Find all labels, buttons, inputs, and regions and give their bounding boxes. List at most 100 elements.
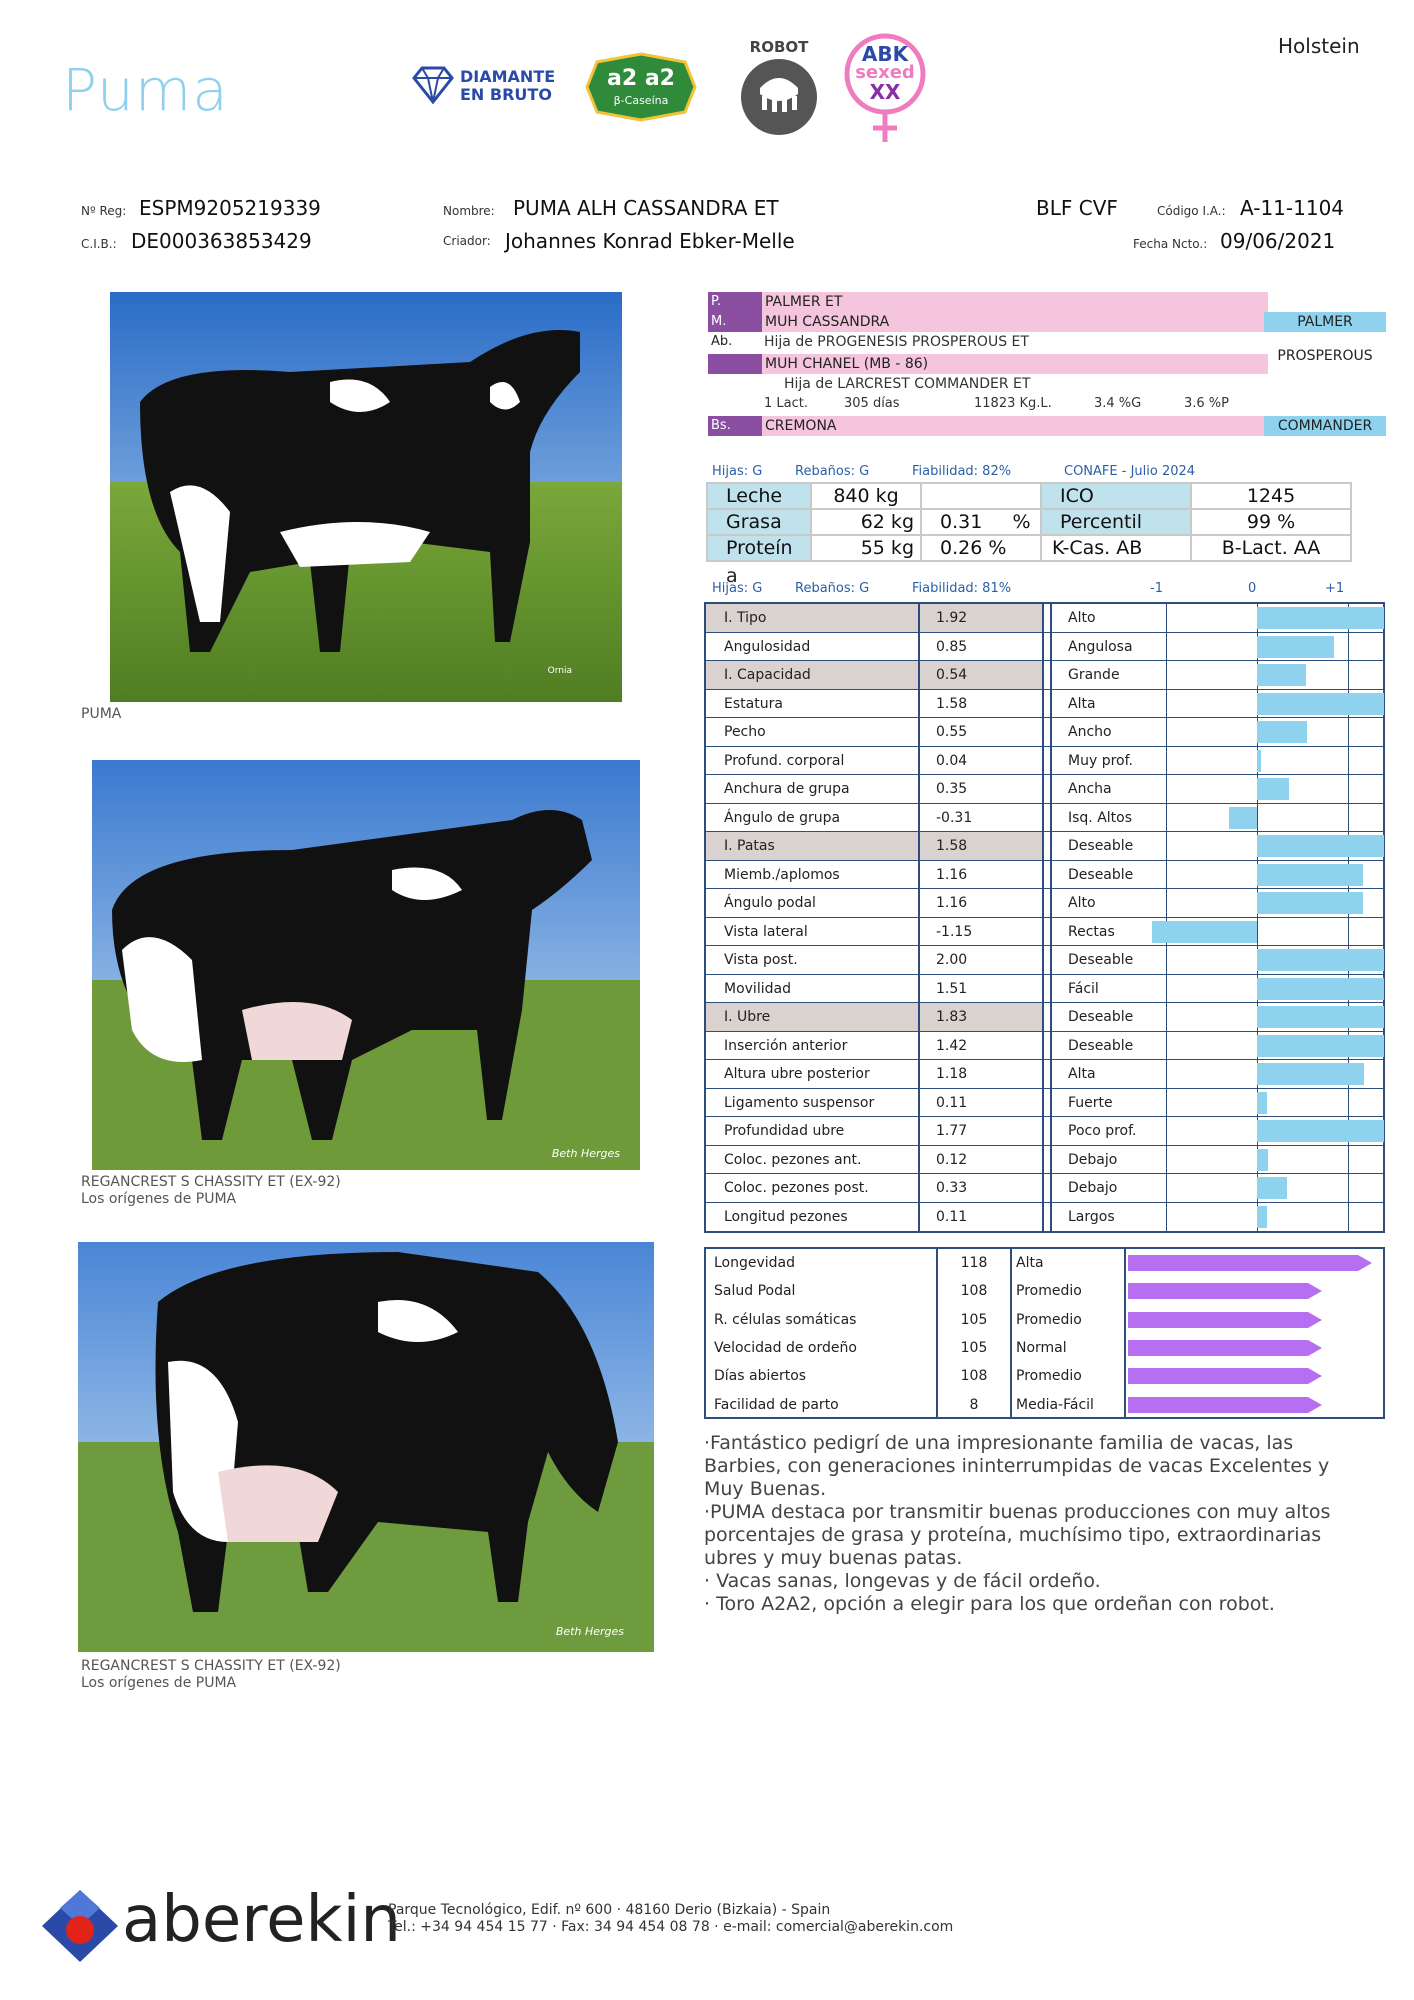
trait-value: 1.58: [920, 832, 1044, 860]
linear-trait-row: Movilidad 1.51 Fácil: [706, 974, 1385, 1003]
robot-label: ROBOT: [749, 38, 809, 56]
trait-desc: Muy prof.: [1068, 752, 1133, 769]
trait-desc: Deseable: [1068, 952, 1134, 968]
trait-value: 0.33: [920, 1174, 1044, 1202]
diamante-line2: EN BRUTO: [460, 85, 552, 104]
linear-trait-row: Longitud pezones 0.11 Largos: [706, 1202, 1383, 1231]
trait-desc: Fácil: [1068, 980, 1099, 997]
prod-row-fat: Grasa 62 kg 0.31 % Percentil 99 %: [706, 508, 1352, 536]
trait-desc: Ancho: [1068, 724, 1112, 740]
trait-bar: [1257, 892, 1363, 914]
trait-name: I. Tipo: [706, 604, 920, 632]
functional-value: 108: [960, 1283, 988, 1300]
linear-trait-row: Coloc. pezones ant. 0.12 Debajo: [706, 1145, 1383, 1174]
cib-value: DE000363853429: [131, 229, 312, 253]
prod-pct: 0.26 %: [920, 534, 1042, 562]
footer-address: Parque Tecnológico, Edif. nº 600 · 48160…: [388, 1902, 953, 1936]
functional-trait-row: Longevidad 118 Alta: [706, 1249, 1383, 1277]
functional-desc: Media-Fácil: [1016, 1396, 1094, 1413]
trait-chart: [1166, 1088, 1385, 1116]
trait-chart: [1166, 718, 1385, 746]
functional-arrow: [1128, 1396, 1322, 1413]
prod-pct: [920, 482, 1042, 510]
diamante-line1: DIAMANTE: [460, 67, 556, 86]
trait-value: 1.18: [920, 1060, 1044, 1088]
trait-chart: [1166, 1031, 1385, 1059]
trait-value: 0.54: [920, 661, 1044, 689]
trait-desc: Debajo: [1068, 1151, 1118, 1168]
trait-value: 0.85: [920, 632, 1044, 660]
pedigree-lactation: 1 Lact. 305 días 11823 Kg.L. 3.4 %G 3.6 …: [764, 396, 1270, 414]
prod-label: Grasa: [706, 508, 812, 536]
pedigree: P. PALMER ET M. MUH CASSANDRA Ab. Hija d…: [708, 292, 1388, 442]
note-paragraph: ·PUMA destaca por transmitir buenas prod…: [704, 1501, 1331, 1569]
trait-bar: [1257, 749, 1261, 772]
trait-chart: [1166, 974, 1385, 1002]
prod-key2: K-Cas. AB: [1040, 534, 1192, 562]
cow-photo-1: Beth Herges: [92, 760, 640, 1170]
note-paragraph: ·Fantástico pedigrí de una impresionante…: [704, 1432, 1330, 1500]
trait-name: Coloc. pezones ant.: [706, 1145, 920, 1173]
linear-trait-row: Ligamento suspensor 0.11 Fuerte: [706, 1088, 1385, 1117]
linear-trait-row: Ángulo podal 1.16 Alto: [706, 889, 1383, 918]
functional-arrow: [1128, 1255, 1372, 1271]
pedigree-granddam-sire: Hija de LARCREST COMMANDER ET: [784, 376, 1031, 392]
photo-caption: REGANCREST S CHASSITY ET (EX-92) Los orí…: [81, 1658, 341, 1692]
trait-name: Vista post.: [706, 946, 920, 974]
linear-trait-row: I. Patas 1.58 Deseable: [706, 832, 1385, 861]
linear-trait-row: Coloc. pezones post. 0.33 Debajo: [706, 1174, 1383, 1203]
trait-value: 1.16: [920, 860, 1044, 888]
a2-badge: a2 a2 β-Caseína: [585, 52, 697, 122]
trait-name: Estatura: [706, 689, 920, 717]
trait-name: Ángulo de grupa: [706, 803, 920, 831]
pedigree-key-great-grandsire: Bs.: [708, 416, 762, 436]
pedigree-key-dam: M.: [708, 312, 762, 332]
trait-desc: Deseable: [1068, 866, 1134, 883]
trait-name: I. Capacidad: [706, 661, 920, 689]
abk-sexed-badge: ABK sexed XX: [840, 32, 930, 144]
prod-source: CONAFE - Julio 2024: [1064, 464, 1196, 479]
trait-bar: [1257, 1205, 1267, 1228]
prod-val2: 1245: [1190, 482, 1352, 510]
description-notes: ·Fantástico pedigrí de una impresionante…: [704, 1432, 1364, 1616]
trait-bar: [1257, 692, 1385, 715]
trait-bar: [1152, 920, 1257, 943]
functional-trait-row: Días abiertos 108 Promedio: [706, 1362, 1383, 1390]
trait-desc: Alto: [1068, 895, 1096, 911]
trait-name: Ligamento suspensor: [706, 1088, 920, 1116]
aberekin-logo: aberekin: [40, 1880, 401, 1964]
trait-bar: [1257, 1120, 1385, 1142]
trait-desc: Largos: [1068, 1208, 1115, 1225]
name-value: PUMA ALH CASSANDRA ET: [513, 196, 779, 220]
trait-desc: Deseable: [1068, 1037, 1134, 1054]
trait-value: 0.35: [920, 775, 1044, 803]
pedigree-key-granddam: [708, 354, 762, 374]
trait-bar: [1257, 1006, 1385, 1028]
functional-desc: Promedio: [1016, 1283, 1082, 1300]
prod-row-protein: Proteín 55 kg 0.26 % K-Cas. AB B-Lact. A…: [706, 534, 1352, 562]
grandsire-tag: PROSPEROUS: [1277, 348, 1373, 364]
functional-traits-table: Longevidad 118 Alta Salud Podal 108 Promedio R…: [704, 1247, 1385, 1419]
trait-bar: [1257, 664, 1307, 686]
linear-traits-table: I. Tipo 1.92 Alto Angulosidad 0.85 Angulosa I.…: [704, 602, 1385, 1233]
trait-name: Anchura de grupa: [706, 775, 920, 803]
trait-bar: [1257, 607, 1385, 629]
trait-chart: [1166, 1003, 1385, 1031]
prod-pct: 0.31 %: [920, 508, 1042, 536]
functional-arrow: [1128, 1368, 1322, 1385]
birth-label: Fecha Ncto.:: [1133, 237, 1208, 251]
functional-trait-row: R. células somáticas 105 Promedio: [706, 1306, 1383, 1334]
type-rebanos: Rebaños: G: [795, 581, 870, 596]
linear-trait-row: Estatura 1.58 Alta: [706, 689, 1385, 718]
linear-trait-row: Pecho 0.55 Ancho: [706, 718, 1383, 747]
trait-chart: [1166, 1174, 1385, 1202]
functional-value: 105: [960, 1311, 988, 1328]
lact-protein: 3.6 %P: [1184, 396, 1229, 411]
trait-bar: [1257, 1034, 1385, 1057]
trait-bar: [1228, 806, 1257, 829]
trait-name: Profundidad ubre: [706, 1117, 920, 1145]
trait-name: Pecho: [706, 718, 920, 746]
a2-subtext: β-Caseína: [613, 94, 669, 107]
linear-trait-row: Angulosidad 0.85 Angulosa: [706, 632, 1383, 661]
prod-rebanos: Rebaños: G: [795, 464, 870, 479]
